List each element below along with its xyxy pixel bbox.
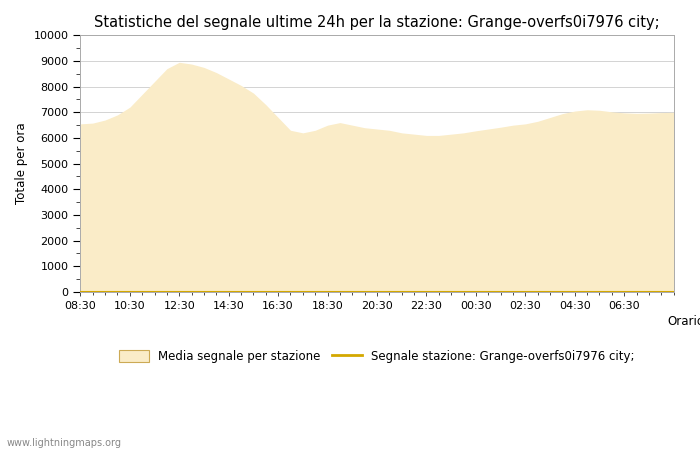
Title: Statistiche del segnale ultime 24h per la stazione: Grange-overfs0i7976 city;: Statistiche del segnale ultime 24h per l…	[94, 15, 660, 30]
Y-axis label: Totale per ora: Totale per ora	[15, 123, 28, 204]
Text: www.lightningmaps.org: www.lightningmaps.org	[7, 438, 122, 448]
Legend: Media segnale per stazione, Segnale stazione: Grange-overfs0i7976 city;: Media segnale per stazione, Segnale staz…	[119, 350, 635, 363]
X-axis label: Orario: Orario	[667, 315, 700, 328]
